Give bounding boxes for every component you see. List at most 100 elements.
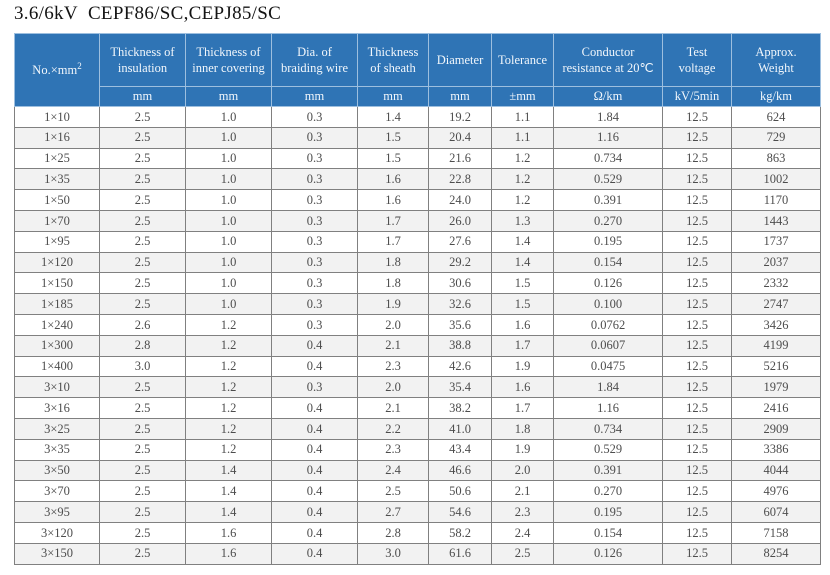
column-unit: kV/5min <box>662 86 732 107</box>
spec-value-cell: 0.0475 <box>553 355 663 378</box>
spec-value-cell: 2.8 <box>357 521 429 544</box>
table-row: 3×10 2.5 1.2 0.3 2.0 35.4 1.6 1.84 12.5 1979 <box>14 376 821 399</box>
spec-value-cell: 2.5 <box>99 106 186 128</box>
spec-value-cell: 1.7 <box>357 230 429 253</box>
spec-size-cell: 1×240 <box>14 313 100 336</box>
spec-value-cell: 30.6 <box>428 272 492 295</box>
column-header: Test voltage <box>662 33 732 87</box>
spec-value-cell: 1.0 <box>185 272 272 295</box>
spec-size-cell: 1×400 <box>14 355 100 378</box>
spec-value-cell: 1.4 <box>185 501 272 523</box>
spec-size-cell: 1×10 <box>14 106 100 128</box>
column-unit: mm <box>357 86 429 107</box>
spec-value-cell: 624 <box>731 106 821 128</box>
spec-value-cell: 3.0 <box>99 355 186 378</box>
spec-value-cell: 1.0 <box>185 189 272 211</box>
spec-value-cell: 61.6 <box>428 542 492 565</box>
spec-value-cell: 1.7 <box>357 209 429 232</box>
spec-value-cell: 38.2 <box>428 397 492 419</box>
spec-value-cell: 1.5 <box>491 293 554 315</box>
spec-value-cell: 0.3 <box>271 272 358 295</box>
spec-value-cell: 1.0 <box>185 230 272 253</box>
spec-value-cell: 2747 <box>731 293 821 315</box>
spec-value-cell: 35.4 <box>428 376 492 399</box>
table-body: 1×10 2.5 1.0 0.3 1.4 19.2 1.1 1.84 12.5 624 1×16 2.… <box>14 106 821 565</box>
spec-value-cell: 1.6 <box>357 189 429 211</box>
table-row: 3×25 2.5 1.2 0.4 2.2 41.0 1.8 0.734 12.5 2909 <box>14 417 821 440</box>
table-row: 3×95 2.5 1.4 0.4 2.7 54.6 2.3 0.195 12.5 6074 <box>14 501 821 523</box>
spec-value-cell: 4199 <box>731 334 821 357</box>
spec-size-cell: 3×35 <box>14 438 100 461</box>
spec-value-cell: 1.5 <box>491 272 554 295</box>
spec-value-cell: 0.100 <box>553 293 663 315</box>
spec-value-cell: 1.84 <box>553 106 663 128</box>
spec-value-cell: 1.5 <box>357 126 429 149</box>
spec-value-cell: 12.5 <box>662 126 732 149</box>
spec-size-cell: 3×70 <box>14 480 100 503</box>
spec-value-cell: 12.5 <box>662 293 732 315</box>
spec-value-cell: 2.5 <box>99 272 186 295</box>
spec-value-cell: 1.2 <box>491 189 554 211</box>
spec-value-cell: 1.3 <box>491 209 554 232</box>
spec-value-cell: 54.6 <box>428 501 492 523</box>
spec-size-cell: 3×50 <box>14 459 100 482</box>
spec-value-cell: 1.4 <box>491 230 554 253</box>
spec-value-cell: 0.391 <box>553 189 663 211</box>
spec-value-cell: 0.0762 <box>553 313 663 336</box>
table-row: 1×185 2.5 1.0 0.3 1.9 32.6 1.5 0.100 12.5 2747 <box>14 293 821 315</box>
spec-value-cell: 1.8 <box>491 417 554 440</box>
spec-value-cell: 0.126 <box>553 272 663 295</box>
spec-value-cell: 3426 <box>731 313 821 336</box>
spec-value-cell: 1.2 <box>185 313 272 336</box>
spec-value-cell: 2.8 <box>99 334 186 357</box>
spec-value-cell: 1.2 <box>491 147 554 170</box>
spec-value-cell: 0.3 <box>271 189 358 211</box>
spec-value-cell: 0.3 <box>271 168 358 191</box>
spec-value-cell: 0.270 <box>553 209 663 232</box>
spec-value-cell: 1.0 <box>185 147 272 170</box>
spec-value-cell: 0.4 <box>271 480 358 503</box>
spec-value-cell: 12.5 <box>662 376 732 399</box>
spec-value-cell: 0.3 <box>271 376 358 399</box>
spec-value-cell: 1.0 <box>185 126 272 149</box>
spec-value-cell: 5216 <box>731 355 821 378</box>
spec-value-cell: 0.3 <box>271 313 358 336</box>
spec-value-cell: 12.5 <box>662 272 732 295</box>
table-row: 3×35 2.5 1.2 0.4 2.3 43.4 1.9 0.529 12.5 3386 <box>14 438 821 461</box>
spec-value-cell: 26.0 <box>428 209 492 232</box>
spec-value-cell: 12.5 <box>662 251 732 274</box>
table-row: 1×120 2.5 1.0 0.3 1.8 29.2 1.4 0.154 12.5 2037 <box>14 251 821 274</box>
spec-value-cell: 4044 <box>731 459 821 482</box>
spec-value-cell: 0.734 <box>553 417 663 440</box>
table-row: 3×50 2.5 1.4 0.4 2.4 46.6 2.0 0.391 12.5 4044 <box>14 459 821 482</box>
spec-value-cell: 0.126 <box>553 542 663 565</box>
column-header-superscript: 2 <box>77 61 82 72</box>
spec-value-cell: 0.4 <box>271 417 358 440</box>
column-header: Thickness of insulation <box>99 33 186 87</box>
spec-size-cell: 3×25 <box>14 417 100 440</box>
spec-value-cell: 46.6 <box>428 459 492 482</box>
spec-size-cell: 1×50 <box>14 189 100 211</box>
spec-value-cell: 1.0 <box>185 168 272 191</box>
column-header: Thickness of inner covering <box>185 33 272 87</box>
spec-value-cell: 21.6 <box>428 147 492 170</box>
spec-value-cell: 0.529 <box>553 438 663 461</box>
spec-value-cell: 1.9 <box>491 438 554 461</box>
spec-value-cell: 729 <box>731 126 821 149</box>
spec-value-cell: 42.6 <box>428 355 492 378</box>
page-title: 3.6/6kV CEPF86/SC,CEPJ85/SC <box>14 3 282 24</box>
spec-value-cell: 2.1 <box>357 334 429 357</box>
spec-size-cell: 1×25 <box>14 147 100 170</box>
spec-size-cell: 1×70 <box>14 209 100 232</box>
spec-value-cell: 1.84 <box>553 376 663 399</box>
column-unit: ±mm <box>491 86 554 107</box>
spec-value-cell: 0.4 <box>271 542 358 565</box>
spec-value-cell: 0.3 <box>271 209 358 232</box>
spec-value-cell: 0.4 <box>271 355 358 378</box>
spec-value-cell: 2.3 <box>357 355 429 378</box>
spec-value-cell: 2037 <box>731 251 821 274</box>
spec-value-cell: 24.0 <box>428 189 492 211</box>
spec-value-cell: 0.3 <box>271 251 358 274</box>
table-row: 1×16 2.5 1.0 0.3 1.5 20.4 1.1 1.16 12.5 729 <box>14 126 821 149</box>
